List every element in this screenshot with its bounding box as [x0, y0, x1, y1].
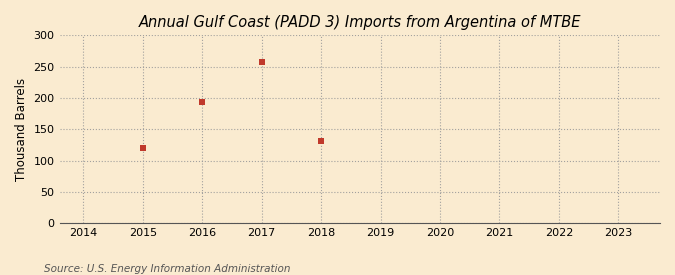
Point	[256, 59, 267, 64]
Point	[138, 146, 148, 150]
Point	[316, 139, 327, 143]
Point	[197, 100, 208, 104]
Text: Source: U.S. Energy Information Administration: Source: U.S. Energy Information Administ…	[44, 264, 290, 274]
Title: Annual Gulf Coast (PADD 3) Imports from Argentina of MTBE: Annual Gulf Coast (PADD 3) Imports from …	[138, 15, 581, 30]
Y-axis label: Thousand Barrels: Thousand Barrels	[15, 78, 28, 181]
